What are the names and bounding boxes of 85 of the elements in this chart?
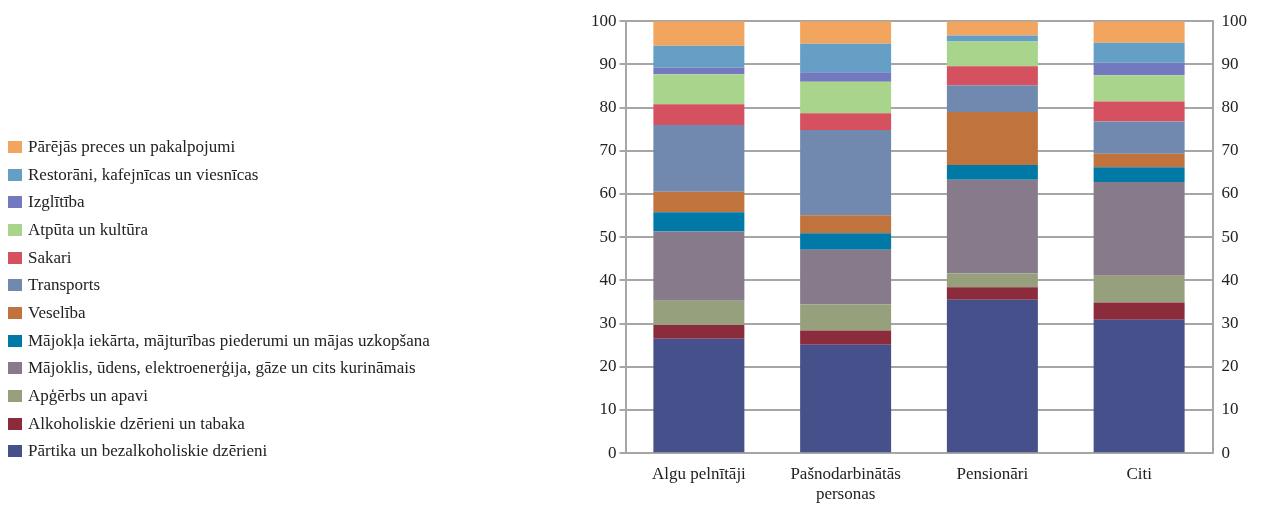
legend-label: Atpūta un kultūra xyxy=(28,219,148,240)
legend-label: Apģērbs un apavi xyxy=(28,386,148,407)
x-tick-label: Pensionāri xyxy=(956,463,1029,483)
bar xyxy=(653,45,745,68)
legend-label: Veselība xyxy=(28,302,86,323)
legend-label: Pārtika un bezalkoholiskie dzērieni xyxy=(28,441,268,462)
y2-tick-label: 70 xyxy=(1221,140,1239,160)
bar xyxy=(653,338,745,453)
y-tick-label: 90 xyxy=(599,53,617,73)
bar xyxy=(1093,121,1185,154)
y2-tick-label: 60 xyxy=(1221,183,1239,203)
y2-tick-label: 30 xyxy=(1221,313,1239,333)
legend-label: Pārējās preces un pakalpojumi xyxy=(28,136,236,157)
y2-tick-label: 90 xyxy=(1221,53,1239,73)
bar xyxy=(653,67,745,75)
legend-label: Mājoklis, ūdens, elektroenerģija, gāze un cits kurināmais xyxy=(28,358,416,379)
y2-tick-label: 0 xyxy=(1221,442,1230,462)
bar xyxy=(800,130,892,216)
bar xyxy=(946,179,1038,274)
y-tick-label: 50 xyxy=(599,226,617,246)
bar xyxy=(800,215,892,234)
bar xyxy=(946,35,1038,42)
bar xyxy=(800,21,892,44)
legend-label: Mājokļa iekārta, mājturības piederumi un mājas uzkopšana xyxy=(28,330,430,351)
legend-label: Transports xyxy=(28,275,101,296)
bar xyxy=(1093,42,1185,63)
y2-tick-label: 40 xyxy=(1221,269,1239,289)
bar xyxy=(653,300,745,325)
y2-tick-label: 50 xyxy=(1221,226,1239,246)
bar xyxy=(800,43,892,73)
y-tick-label: 80 xyxy=(599,97,617,117)
y2-tick-label: 10 xyxy=(1221,399,1239,419)
bar xyxy=(800,113,892,131)
bar xyxy=(1093,101,1185,122)
bar xyxy=(1093,153,1185,168)
y-tick-label: 0 xyxy=(608,442,617,462)
bar xyxy=(946,111,1038,166)
bar xyxy=(653,21,745,46)
bar xyxy=(800,304,892,331)
bar xyxy=(800,72,892,82)
bar xyxy=(800,81,892,114)
y-tick-label: 10 xyxy=(599,399,617,419)
bar xyxy=(1093,181,1185,276)
y2-tick-label: 20 xyxy=(1221,356,1239,376)
bar xyxy=(800,344,892,453)
x-tick-label: Pašnodarbinātās personas xyxy=(790,463,901,504)
y-tick-label: 70 xyxy=(599,140,617,160)
x-tick-label: Citi xyxy=(1126,463,1153,483)
bar xyxy=(946,41,1038,67)
y2-tick-label: 80 xyxy=(1221,97,1239,117)
bar xyxy=(1093,275,1185,303)
y2-tick-label: 100 xyxy=(1221,10,1247,30)
bar xyxy=(946,21,1038,36)
bar xyxy=(653,74,745,105)
bar xyxy=(653,191,745,213)
bar xyxy=(1093,75,1185,102)
bar xyxy=(653,104,745,125)
bar xyxy=(1093,167,1185,182)
bar xyxy=(800,330,892,345)
bar xyxy=(946,299,1038,453)
bar xyxy=(946,273,1038,288)
x-tick-label: Algu pelnītāji xyxy=(651,463,747,483)
y-tick-label: 30 xyxy=(599,313,617,333)
bar xyxy=(653,124,745,192)
bar xyxy=(946,66,1038,86)
bar xyxy=(800,233,892,250)
bar xyxy=(1093,62,1185,76)
bar xyxy=(1093,319,1185,453)
y-tick-label: 100 xyxy=(591,10,617,30)
legend-label: Alkoholiskie dzērieni un tabaka xyxy=(28,413,245,434)
bar xyxy=(1093,302,1185,320)
bar xyxy=(653,231,745,301)
bar xyxy=(946,165,1038,180)
bar xyxy=(653,212,745,232)
y-tick-label: 40 xyxy=(599,269,617,289)
bar xyxy=(946,287,1038,300)
legend-label: Restorāni, kafejnīcas un viesnīcas xyxy=(28,164,259,185)
bar xyxy=(946,85,1038,112)
bar xyxy=(1093,21,1185,43)
bar xyxy=(800,249,892,305)
y-tick-label: 20 xyxy=(599,356,617,376)
legend-label: Sakari xyxy=(28,247,72,268)
bar xyxy=(653,324,745,339)
legend-label: Izglītība xyxy=(28,192,85,213)
y-tick-label: 60 xyxy=(599,183,617,203)
